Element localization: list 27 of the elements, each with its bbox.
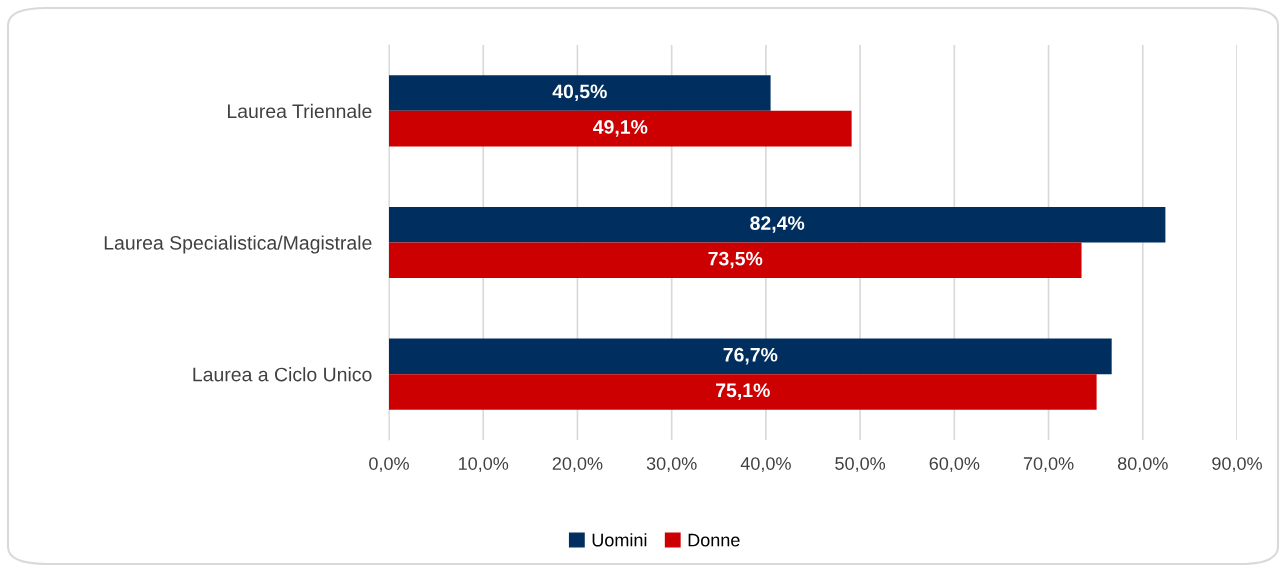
data-label: 76,7% [723, 347, 778, 365]
x-tick-label: 10,0% [459, 457, 509, 473]
bar [389, 338, 1112, 375]
x-tick-label: 20,0% [552, 457, 603, 473]
y-tick-label: Laurea a Ciclo Unico [193, 367, 372, 382]
legend-label: Uomini [592, 533, 647, 547]
x-tick-label: 60,0% [929, 457, 980, 473]
data-label: 75,1% [716, 383, 770, 400]
data-label: 49,1% [593, 120, 648, 137]
bar [389, 242, 1082, 279]
x-tick-label: 50,0% [835, 457, 886, 473]
data-label: 73,5% [708, 251, 763, 269]
x-tick-label: 80,0% [1117, 457, 1168, 473]
bar [389, 75, 771, 111]
bar [389, 110, 852, 147]
data-label: 82,4% [750, 216, 805, 233]
y-tick-label: Laurea Specialistica/Magistrale [104, 235, 372, 254]
x-tick-label: 40,0% [740, 457, 791, 473]
bar [389, 206, 1166, 243]
y-tick-label: Laurea Triennale [228, 103, 372, 119]
data-label: 40,5% [552, 84, 607, 102]
bar [389, 374, 1097, 410]
x-tick-label: 30,0% [646, 457, 697, 473]
x-tick-label: 70,0% [1023, 457, 1074, 473]
legend-label: Donne [688, 533, 740, 547]
x-tick-label: 90,0% [1212, 457, 1262, 473]
x-tick-label: 0,0% [369, 457, 409, 473]
